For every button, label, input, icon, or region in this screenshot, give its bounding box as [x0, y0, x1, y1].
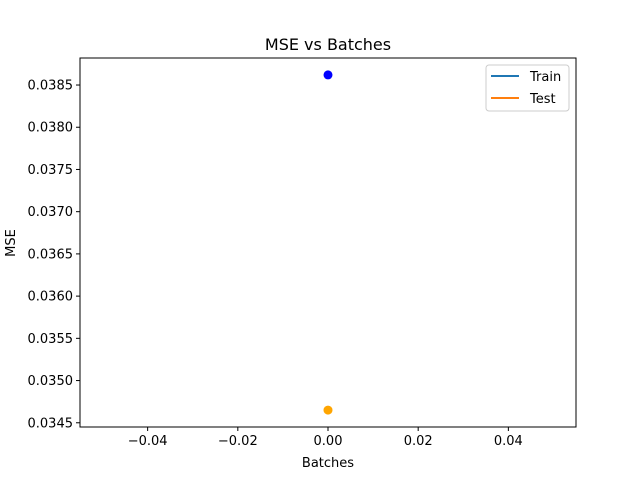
- x-tick-label: 0.00: [314, 434, 343, 449]
- y-tick-label: 0.0350: [28, 374, 74, 389]
- y-tick-label: 0.0370: [28, 205, 74, 220]
- y-tick-label: 0.0360: [28, 290, 74, 305]
- y-axis-label: MSE: [4, 229, 19, 257]
- y-tick-label: 0.0365: [28, 247, 74, 262]
- data-point-0: [323, 70, 333, 80]
- y-axis: 0.0345 0.0350 0.0355 0.0360 0.0365 0.0370 0.03…: [28, 79, 80, 431]
- y-tick-label: 0.0380: [28, 121, 74, 136]
- x-tick-label: 0.02: [404, 434, 433, 449]
- y-tick-label: 0.0375: [28, 163, 74, 178]
- legend-label-0: Train: [529, 70, 561, 85]
- y-tick-label: 0.0385: [28, 79, 74, 94]
- x-axis-label: Batches: [302, 456, 354, 471]
- legend-label-1: Test: [529, 92, 556, 107]
- data-points: [323, 70, 333, 415]
- chart-title: MSE vs Batches: [265, 35, 391, 54]
- x-tick-label: −0.04: [128, 434, 168, 449]
- plot-frame: [79, 57, 577, 428]
- y-tick-label: 0.0355: [28, 332, 74, 347]
- x-axis: −0.04 −0.02 0.00 0.02 0.04: [128, 427, 523, 449]
- legend: Train Test: [485, 64, 570, 112]
- x-tick-label: −0.02: [218, 434, 258, 449]
- y-tick-label: 0.0345: [28, 416, 74, 431]
- x-tick-label: 0.04: [494, 434, 523, 449]
- data-point-1: [323, 405, 333, 415]
